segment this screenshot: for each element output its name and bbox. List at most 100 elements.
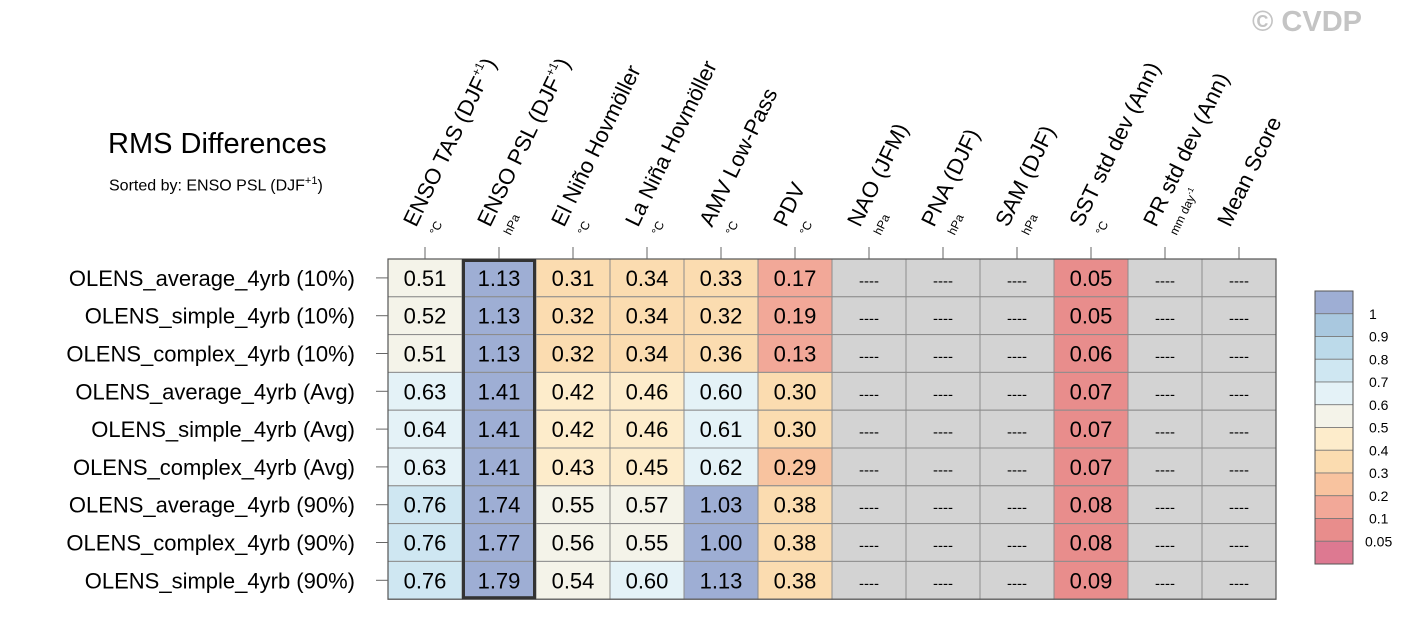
cell-value: 1.13 xyxy=(478,304,521,329)
heatmap-cell xyxy=(387,334,463,373)
column-unit: hPa xyxy=(945,212,967,238)
cell-value: 1.00 xyxy=(700,531,743,556)
heatmap-cell xyxy=(609,447,685,487)
cell-value: ---- xyxy=(859,500,879,517)
cell-value: ---- xyxy=(933,462,953,479)
cell-value: ---- xyxy=(1229,349,1249,366)
cell-value: 0.42 xyxy=(552,417,595,442)
heatmap-cell xyxy=(1201,296,1277,336)
cell-value: ---- xyxy=(859,575,879,592)
cell-value: ---- xyxy=(859,311,879,328)
cell-value: ---- xyxy=(1007,500,1027,517)
heatmap-cell xyxy=(1053,296,1129,336)
heatmap-cell xyxy=(1127,560,1203,600)
cell-value: ---- xyxy=(1007,538,1027,555)
heatmap-cell xyxy=(1053,334,1129,373)
cell-value: 0.38 xyxy=(774,493,817,518)
cell-value: 1.41 xyxy=(478,379,521,404)
colorbar-label: 0.8 xyxy=(1369,351,1389,367)
cell-value: 0.54 xyxy=(552,568,595,593)
cell-value: 0.32 xyxy=(552,342,595,367)
cell-value: 0.32 xyxy=(552,304,595,329)
cell-value: 0.08 xyxy=(1070,531,1113,556)
heatmap-cell xyxy=(979,560,1055,600)
heatmap-cell xyxy=(1053,560,1129,600)
cell-value: ---- xyxy=(1007,349,1027,366)
cell-value: ---- xyxy=(859,273,879,290)
colorbar-label: 0.3 xyxy=(1369,465,1389,481)
heatmap-cell xyxy=(905,334,981,373)
sorted-column-highlight xyxy=(462,259,536,600)
cell-value: ---- xyxy=(859,462,879,479)
subtitle-text: Sorted by: ENSO PSL (DJF xyxy=(109,177,305,195)
cell-value: 0.52 xyxy=(404,304,447,329)
heatmap-cell xyxy=(905,560,981,600)
column-label: AMV Low-Pass xyxy=(694,84,782,230)
column-header: PNA (DJF)hPa xyxy=(916,125,985,238)
cell-value: 0.63 xyxy=(404,455,447,480)
cell-value: 1.13 xyxy=(478,266,521,291)
column-label: SAM (DJF) xyxy=(990,121,1060,230)
colorbar-swatch xyxy=(1314,336,1354,360)
cell-value: 0.45 xyxy=(626,455,669,480)
column-unit: hPa xyxy=(501,212,523,238)
cell-value: ---- xyxy=(933,349,953,366)
column-unit: hPa xyxy=(871,212,893,238)
colorbar-swatch xyxy=(1314,449,1354,474)
colorbar-frame xyxy=(1314,290,1354,565)
cell-value: 0.57 xyxy=(626,493,669,518)
heatmap-cell xyxy=(1201,447,1277,487)
cell-value: 0.46 xyxy=(626,417,669,442)
column-label-superscript: +1 xyxy=(469,60,488,79)
cell-value: ---- xyxy=(1155,349,1175,366)
row-label: OLENS_complex_4yrb (Avg) xyxy=(73,455,355,480)
heatmap-cell xyxy=(535,560,611,600)
heatmap-cell xyxy=(757,334,833,373)
cell-value: 0.38 xyxy=(774,531,817,556)
colorbar-label: 0.4 xyxy=(1369,442,1389,458)
column-header: Mean Score xyxy=(1212,113,1286,231)
cell-value: ---- xyxy=(1155,386,1175,403)
column-label-text: NAO (JFM) xyxy=(842,119,913,230)
subtitle-end: ) xyxy=(317,177,323,195)
heatmap-cell xyxy=(1127,258,1203,298)
cell-value: 0.76 xyxy=(404,493,447,518)
cell-value: 0.30 xyxy=(774,417,817,442)
cell-value: 0.76 xyxy=(404,568,447,593)
cell-value: 0.38 xyxy=(774,568,817,593)
subtitle-superscript: +1 xyxy=(304,175,318,187)
colorbar-swatch xyxy=(1314,427,1354,451)
colorbar-swatch xyxy=(1314,358,1354,383)
cell-value: 1.77 xyxy=(478,531,521,556)
column-label-text: SAM (DJF) xyxy=(990,121,1060,230)
heatmap-cell xyxy=(1053,371,1129,411)
column-label-superscript: +1 xyxy=(543,60,562,79)
colorbar-label: 0.6 xyxy=(1369,397,1389,413)
cell-value: ---- xyxy=(933,424,953,441)
colorbar-label: 0.05 xyxy=(1365,533,1392,549)
cell-value: ---- xyxy=(1007,386,1027,403)
column-label-text: AMV Low-Pass xyxy=(694,84,782,230)
cell-value: 1.74 xyxy=(478,493,521,518)
cell-value: 1.03 xyxy=(700,493,743,518)
column-unit: °C xyxy=(575,219,594,238)
cell-value: ---- xyxy=(933,575,953,592)
column-label: Mean Score xyxy=(1212,113,1286,231)
cell-value: 0.31 xyxy=(552,266,595,291)
heatmap-cell xyxy=(387,560,463,600)
cell-value: ---- xyxy=(933,538,953,555)
colorbar-label: 0.1 xyxy=(1369,511,1389,527)
heatmap-cell xyxy=(757,485,833,525)
heatmap-cell xyxy=(905,523,981,562)
heatmap-cell xyxy=(461,334,537,373)
cell-value: 0.60 xyxy=(626,568,669,593)
cell-value: 0.42 xyxy=(552,379,595,404)
cell-value: ---- xyxy=(1007,273,1027,290)
cell-value: 0.33 xyxy=(700,266,743,291)
heatmap-cell xyxy=(831,334,907,373)
cell-value: ---- xyxy=(1155,273,1175,290)
cell-value: ---- xyxy=(1229,386,1249,403)
cell-value: 1.41 xyxy=(478,455,521,480)
